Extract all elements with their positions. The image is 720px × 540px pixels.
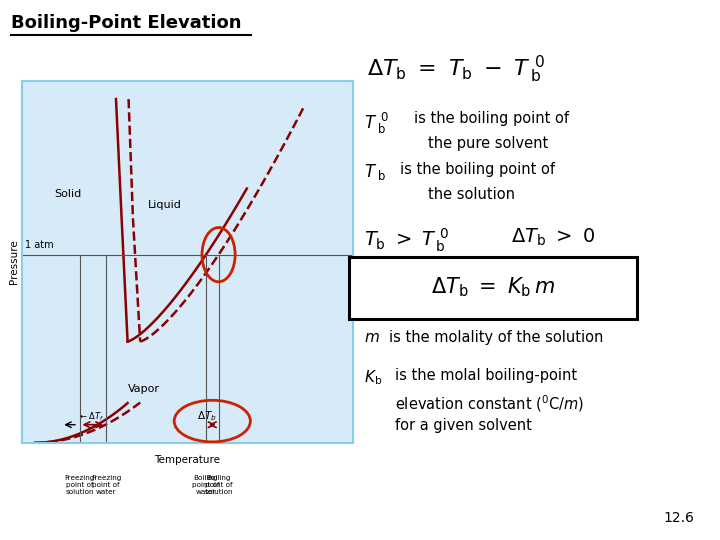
Text: Boiling-Point Elevation: Boiling-Point Elevation <box>11 14 241 31</box>
Text: Boiling
point of
water: Boiling point of water <box>192 475 220 495</box>
Text: $m$: $m$ <box>364 330 379 346</box>
Text: is the molality of the solution: is the molality of the solution <box>389 330 603 346</box>
Text: $\Delta T_{\mathrm{b}}\ =\ K_{\mathrm{b}}\, m$: $\Delta T_{\mathrm{b}}\ =\ K_{\mathrm{b}… <box>431 275 555 299</box>
Text: Freezing
point of
solution: Freezing point of solution <box>64 475 95 495</box>
Text: $\Delta T_{\mathrm{b}}\ >\ 0$: $\Delta T_{\mathrm{b}}\ >\ 0$ <box>511 227 595 248</box>
Text: the pure solvent: the pure solvent <box>428 136 549 151</box>
Text: is the molal boiling-point: is the molal boiling-point <box>395 368 577 383</box>
Text: for a given solvent: for a given solvent <box>395 418 531 433</box>
Text: Liquid: Liquid <box>148 200 181 210</box>
Text: $\Delta T_{\mathrm{b}}\ =\ T_{\mathrm{b}}\ -\ T_{\,\mathrm{b}}^{\ 0}$: $\Delta T_{\mathrm{b}}\ =\ T_{\mathrm{b}… <box>367 54 545 85</box>
Text: 1 atm: 1 atm <box>25 240 53 250</box>
Text: is the boiling point of: is the boiling point of <box>400 162 554 177</box>
Text: $T_{\mathrm{b}}\ >\ T_{\,\mathrm{b}}^{\ 0}$: $T_{\mathrm{b}}\ >\ T_{\,\mathrm{b}}^{\ … <box>364 227 449 254</box>
Text: $T\,_{\mathrm{b}}^{\ 0}$: $T\,_{\mathrm{b}}^{\ 0}$ <box>364 111 389 136</box>
Y-axis label: Pressure: Pressure <box>9 240 19 284</box>
Text: Boiling
point of
solution: Boiling point of solution <box>204 475 233 495</box>
FancyBboxPatch shape <box>349 256 637 319</box>
Text: Vapor: Vapor <box>127 384 160 394</box>
Text: elevation constant ($^0$C/$m$): elevation constant ($^0$C/$m$) <box>395 393 584 414</box>
Text: $T\,_{\mathrm{b}}$: $T\,_{\mathrm{b}}$ <box>364 162 385 182</box>
Text: $\Delta T_b$: $\Delta T_b$ <box>197 409 217 423</box>
Text: 12.6: 12.6 <box>664 511 695 525</box>
Text: the solution: the solution <box>428 187 516 202</box>
Text: $\leftarrow\Delta T_f$: $\leftarrow\Delta T_f$ <box>78 410 104 423</box>
Text: is the boiling point of: is the boiling point of <box>414 111 569 126</box>
Text: Solid: Solid <box>55 189 82 199</box>
Text: Freezing
point of
water: Freezing point of water <box>91 475 121 495</box>
Text: $K_{\mathrm{b}}$: $K_{\mathrm{b}}$ <box>364 368 382 387</box>
Text: Temperature: Temperature <box>154 455 220 465</box>
